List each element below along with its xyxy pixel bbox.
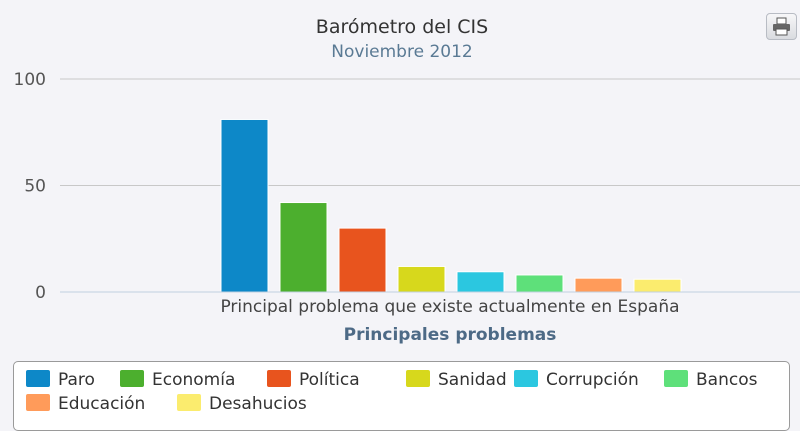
legend-item-corrupción[interactable]: Corrupción bbox=[514, 369, 639, 391]
legend-label: Economía bbox=[152, 370, 236, 390]
x-tick-label: Principal problema que existe actualment… bbox=[220, 297, 679, 317]
legend-swatch bbox=[664, 370, 688, 387]
y-tick-label: 0 bbox=[35, 283, 46, 303]
legend-label: Bancos bbox=[696, 370, 758, 390]
legend-swatch bbox=[267, 370, 291, 387]
legend-item-bancos[interactable]: Bancos bbox=[664, 369, 757, 391]
legend-label: Corrupción bbox=[546, 370, 639, 390]
legend-label: Educación bbox=[58, 394, 146, 414]
chart: Barómetro del CIS Noviembre 2012 050100 … bbox=[14, 16, 800, 345]
legend-item-educación[interactable]: Educación bbox=[26, 393, 145, 415]
bar-economía[interactable] bbox=[279, 202, 328, 293]
bar-paro[interactable] bbox=[220, 118, 269, 293]
y-tick-label: 100 bbox=[14, 70, 46, 90]
bar-sanidad[interactable] bbox=[397, 265, 446, 293]
legend-swatch bbox=[406, 370, 430, 387]
legend: Paro Economía Política Sanidad Corrupción Ban… bbox=[13, 361, 790, 431]
legend-swatch bbox=[120, 370, 144, 387]
grid-lines bbox=[60, 78, 800, 186]
legend-item-política[interactable]: Política bbox=[267, 369, 360, 391]
legend-swatch bbox=[177, 394, 201, 411]
bar-desahucios[interactable] bbox=[633, 278, 682, 293]
y-tick-label: 50 bbox=[24, 177, 46, 197]
legend-label: Sanidad bbox=[438, 370, 507, 390]
bar-educación[interactable] bbox=[574, 277, 623, 293]
legend-item-economía[interactable]: Economía bbox=[120, 369, 235, 391]
chart-title: Barómetro del CIS bbox=[316, 16, 488, 38]
bar-política[interactable] bbox=[338, 227, 387, 293]
legend-item-paro[interactable]: Paro bbox=[26, 369, 95, 391]
legend-label: Política bbox=[299, 370, 360, 390]
bars bbox=[220, 118, 682, 293]
print-button[interactable] bbox=[766, 13, 797, 40]
chart-subtitle: Noviembre 2012 bbox=[331, 42, 472, 62]
x-axis-title: Principales problemas bbox=[344, 325, 557, 345]
legend-label: Paro bbox=[58, 370, 95, 390]
legend-label: Desahucios bbox=[209, 394, 307, 414]
bar-bancos[interactable] bbox=[515, 274, 564, 293]
legend-swatch bbox=[26, 394, 50, 411]
legend-item-sanidad[interactable]: Sanidad bbox=[406, 369, 507, 391]
printer-icon bbox=[773, 17, 790, 36]
legend-swatch bbox=[26, 370, 50, 387]
legend-swatch bbox=[514, 370, 538, 387]
bar-corrupción[interactable] bbox=[456, 271, 505, 293]
y-axis-ticks: 0 50 100 bbox=[14, 70, 46, 303]
legend-item-desahucios[interactable]: Desahucios bbox=[177, 393, 307, 415]
